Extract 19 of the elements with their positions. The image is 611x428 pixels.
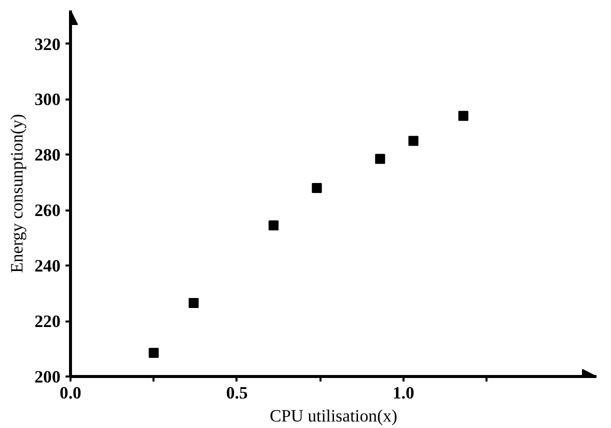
y-tick-label: 240: [34, 256, 61, 276]
point: [148, 348, 159, 358]
x-tick-label: 0.5: [226, 384, 248, 402]
point: [375, 154, 386, 164]
point: [312, 182, 322, 193]
y-tick-label: 200: [34, 368, 61, 386]
y-axis-title: Energy consunption(y): [8, 114, 27, 273]
point: [268, 220, 279, 230]
y-tick-label: 260: [34, 201, 61, 220]
x-axis-title: CPU utilisation(x): [270, 406, 398, 426]
x-tick-label: 0.0: [60, 384, 82, 402]
y-tick-label: 280: [34, 146, 61, 165]
y-tick-label: 300: [34, 90, 61, 110]
x-tick-label: 1.0: [392, 384, 414, 402]
point: [408, 136, 418, 146]
point: [458, 110, 468, 121]
y-tick-label: 320: [34, 34, 61, 54]
y-tick-label: 220: [34, 312, 61, 332]
point: [188, 298, 199, 308]
